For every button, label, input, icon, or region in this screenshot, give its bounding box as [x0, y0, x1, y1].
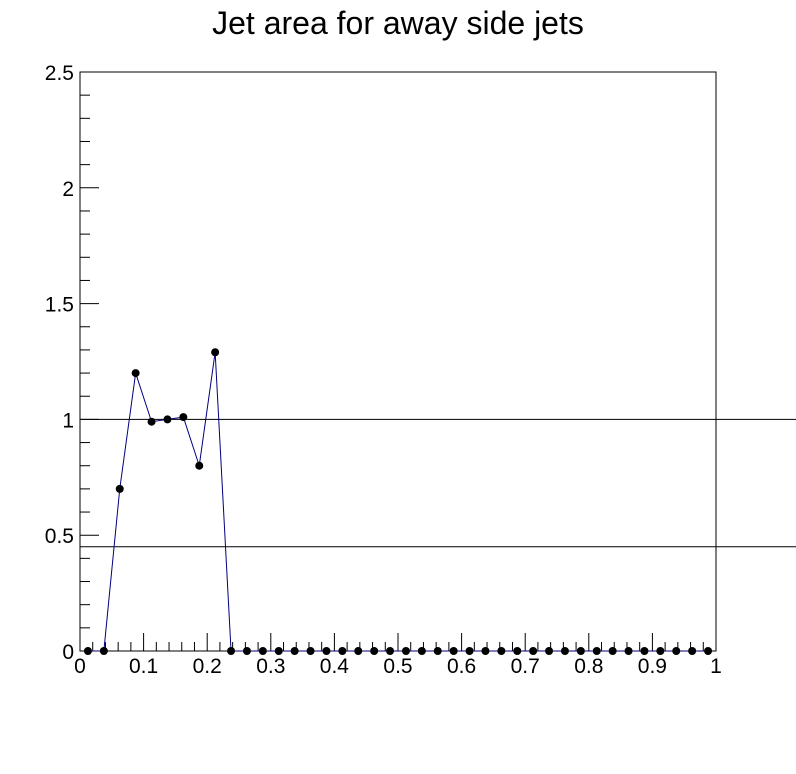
- data-point: [497, 647, 506, 655]
- data-point: [513, 647, 522, 655]
- data-point: [386, 647, 395, 655]
- data-point: [688, 647, 697, 655]
- data-point: [83, 647, 92, 655]
- y-tick-label: 1: [62, 409, 74, 432]
- data-point: [290, 647, 299, 655]
- data-point: [163, 415, 172, 424]
- data-point: [640, 647, 649, 655]
- x-tick-label: 0: [74, 655, 86, 678]
- data-point: [211, 348, 220, 357]
- x-tick-label: 1: [710, 655, 722, 678]
- y-tick-label: 0: [62, 641, 74, 664]
- data-point: [131, 369, 140, 378]
- data-point: [545, 647, 554, 655]
- data-point: [465, 647, 474, 655]
- data-point: [370, 647, 379, 655]
- data-point: [354, 647, 363, 655]
- data-point: [115, 484, 124, 493]
- data-point: [274, 647, 283, 655]
- x-tick-label: 0.9: [638, 655, 667, 678]
- chart-title: Jet area for away side jets: [212, 5, 584, 41]
- y-tick-label: 2.5: [45, 62, 74, 85]
- data-point: [592, 647, 601, 655]
- series-line-0: [87, 352, 709, 652]
- data-point: [195, 461, 204, 470]
- tick-labels: 0 0.1 0.2 0.3 0.4 0.5 0.6 0.7 0.8 0.9 1 0 0.5 1 1.5 2 2.…: [45, 62, 722, 678]
- x-tick-label: 0.2: [193, 655, 222, 678]
- data-point: [433, 647, 442, 655]
- data-point: [672, 647, 681, 655]
- x-tick-label: 0.6: [447, 655, 476, 678]
- data-point: [258, 647, 267, 655]
- data-point: [322, 647, 331, 655]
- x-tick-label: 0.7: [511, 655, 540, 678]
- data-point: [417, 647, 426, 655]
- data-point: [529, 647, 538, 655]
- data-point: [449, 647, 458, 655]
- x-tick-label: 0.3: [256, 655, 285, 678]
- y-tick-label: 0.5: [45, 525, 74, 548]
- y-tick-label: 1.5: [45, 294, 74, 317]
- data-point: [401, 647, 410, 655]
- x-tick-label: 0.1: [129, 655, 158, 678]
- data-point: [338, 647, 347, 655]
- data-point: [608, 647, 617, 655]
- axes: [79, 71, 717, 652]
- y-tick-label: 2: [62, 178, 74, 201]
- x-tick-label: 0.4: [320, 655, 350, 678]
- data-point: [576, 647, 585, 655]
- data-point: [481, 647, 490, 655]
- x-tick-label: 0.8: [574, 655, 603, 678]
- data-point: [656, 647, 665, 655]
- data-point: [147, 417, 156, 426]
- reference-lines: [80, 418, 796, 548]
- data-point: [227, 647, 236, 655]
- data-point: [179, 413, 188, 422]
- data-point: [99, 647, 108, 655]
- plot-frame: [79, 71, 717, 652]
- x-tick-label: 0.5: [383, 655, 412, 678]
- data-point: [306, 647, 315, 655]
- data-point: [624, 647, 633, 655]
- data-point: [704, 647, 713, 655]
- series: [83, 348, 713, 655]
- data-point: [560, 647, 569, 655]
- data-point: [242, 647, 251, 655]
